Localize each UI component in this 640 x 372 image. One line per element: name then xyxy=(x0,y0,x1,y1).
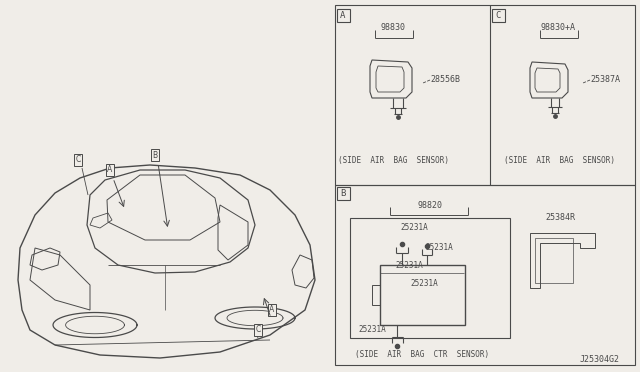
Bar xyxy=(335,185,635,365)
Text: C: C xyxy=(76,155,81,164)
Text: C: C xyxy=(495,12,500,20)
Text: (SIDE  AIR  BAG  SENSOR): (SIDE AIR BAG SENSOR) xyxy=(337,155,449,164)
Bar xyxy=(372,285,380,305)
Text: 25231A: 25231A xyxy=(400,224,428,232)
Text: 98830+A: 98830+A xyxy=(541,23,575,32)
Text: A: A xyxy=(108,166,113,174)
Text: (SIDE  AIR  BAG  SENSOR): (SIDE AIR BAG SENSOR) xyxy=(504,155,616,164)
Text: 25231A: 25231A xyxy=(395,260,423,269)
Text: B: B xyxy=(152,151,157,160)
Bar xyxy=(337,9,350,22)
Text: 25384R: 25384R xyxy=(545,214,575,222)
Text: A: A xyxy=(269,305,275,314)
Text: C: C xyxy=(255,326,260,334)
Text: 25231A: 25231A xyxy=(425,244,452,253)
Text: 25387A: 25387A xyxy=(590,76,620,84)
Text: 28556B: 28556B xyxy=(430,76,460,84)
Text: A: A xyxy=(340,12,346,20)
Text: 25231A: 25231A xyxy=(410,279,438,288)
Bar xyxy=(535,238,573,283)
Bar xyxy=(350,218,510,338)
Text: 98820: 98820 xyxy=(417,201,442,209)
Text: B: B xyxy=(340,189,346,198)
Text: 25231A: 25231A xyxy=(358,326,386,334)
Bar xyxy=(335,5,635,185)
Text: J25304G2: J25304G2 xyxy=(580,356,620,365)
Bar xyxy=(380,265,465,325)
Bar xyxy=(492,9,505,22)
Text: 98830: 98830 xyxy=(381,23,406,32)
Text: (SIDE  AIR  BAG  CTR  SENSOR): (SIDE AIR BAG CTR SENSOR) xyxy=(355,350,489,359)
Bar xyxy=(337,187,350,200)
